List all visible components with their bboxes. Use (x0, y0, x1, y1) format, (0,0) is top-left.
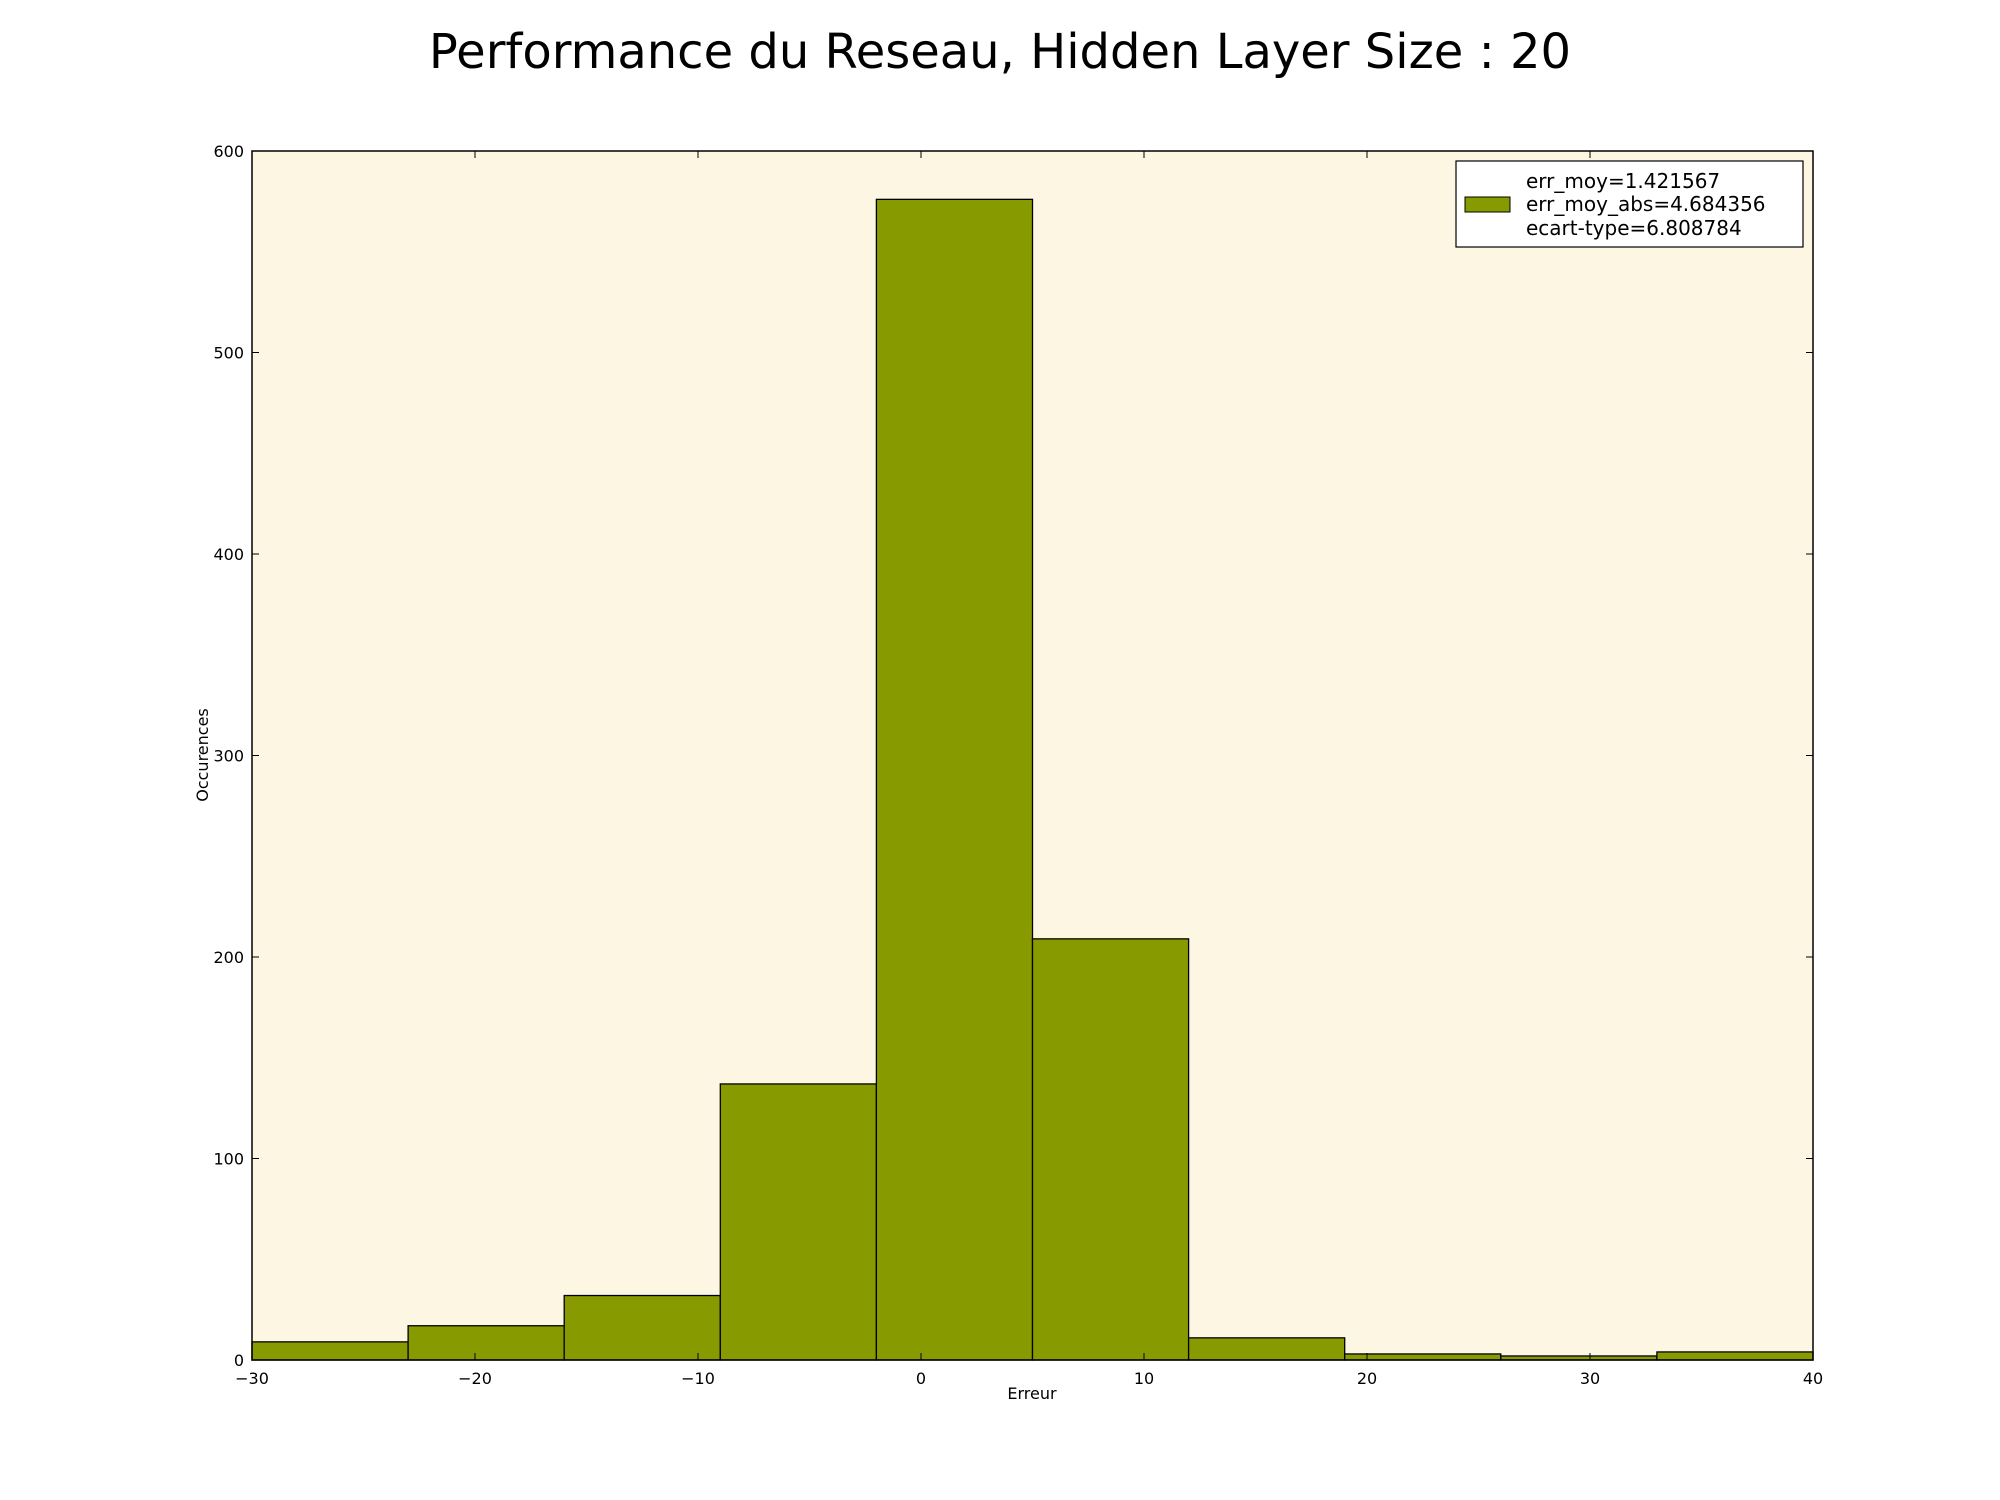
histogram-bar (1344, 1353, 1502, 1361)
legend-entry-err-moy-abs: err_moy_abs=4.684356 (1526, 192, 1766, 216)
x-axis-label: Erreur (1007, 1384, 1057, 1403)
plot-frame (251, 150, 1814, 1361)
legend: err_moy=1.421567 err_moy_abs=4.684356 ec… (1455, 160, 1804, 248)
legend-swatch (1464, 196, 1511, 213)
legend-entry-err-moy: err_moy=1.421567 (1526, 169, 1720, 193)
y-tick-label: 500 (213, 344, 244, 363)
histogram-bar (407, 1325, 565, 1361)
histogram-bar (563, 1294, 721, 1361)
legend-box (1455, 160, 1804, 248)
histogram-bar (719, 1083, 878, 1361)
legend-entry-ecart-type: ecart-type=6.808784 (1526, 216, 1742, 240)
bars-group (251, 198, 1814, 1361)
y-tick-label: 600 (213, 142, 244, 161)
y-tick-label: 100 (213, 1150, 244, 1169)
x-tick-label: 10 (1134, 1369, 1154, 1388)
y-axis-label: Occurences (193, 708, 212, 802)
y-tick-label: 300 (213, 747, 244, 766)
histogram-bar (1656, 1351, 1814, 1361)
y-tick-label: 0 (234, 1351, 244, 1370)
histogram-bar (875, 198, 1034, 1361)
y-tick-label: 400 (213, 545, 244, 564)
chart-title: Performance du Reseau, Hidden Layer Size… (429, 24, 1571, 80)
x-tick-label: 30 (1580, 1369, 1600, 1388)
histogram-bar (1031, 938, 1190, 1361)
histogram-bar (1187, 1337, 1346, 1361)
x-tick-label: 20 (1357, 1369, 1377, 1388)
x-tick-label: 0 (916, 1369, 926, 1388)
x-tick-label: 40 (1803, 1369, 1823, 1388)
histogram-bar (251, 1341, 409, 1361)
y-tick-label: 200 (213, 948, 244, 967)
x-tick-label: −30 (235, 1369, 269, 1388)
x-tick-label: −10 (681, 1369, 715, 1388)
x-tick-label: −20 (458, 1369, 492, 1388)
